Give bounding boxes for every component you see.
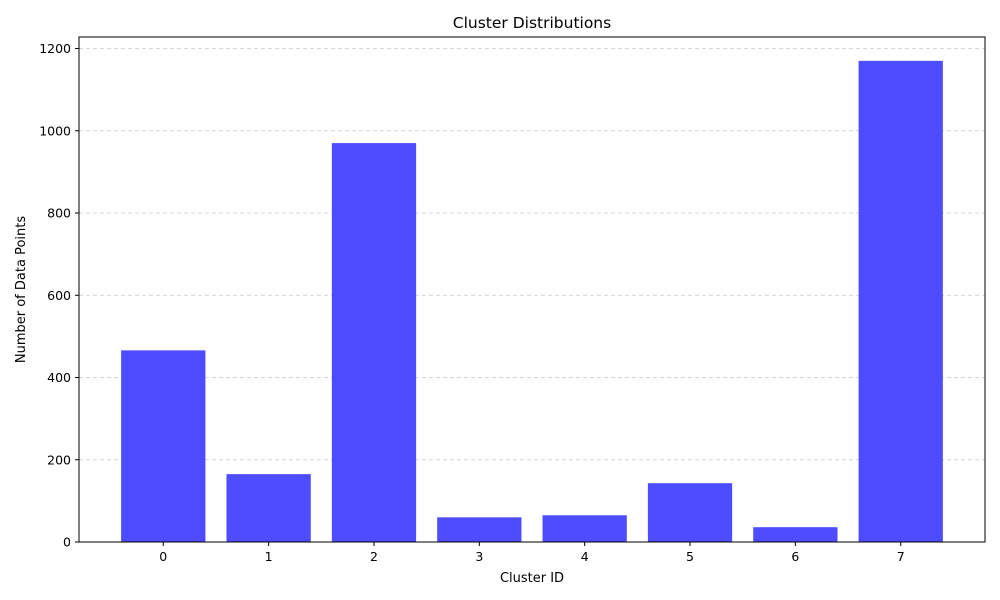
y-tick-label-5: 1000 — [39, 123, 71, 138]
x-tick-label-7: 7 — [897, 549, 905, 564]
y-tick-label-0: 0 — [63, 535, 71, 550]
bar-cluster-4 — [542, 515, 627, 542]
x-tick-label-0: 0 — [159, 549, 167, 564]
x-axis-ticks: 0 1 2 3 4 5 6 7 — [159, 542, 905, 564]
bar-cluster-3 — [437, 517, 522, 542]
y-tick-label-2: 400 — [47, 370, 71, 385]
y-axis-ticks: 0 200 400 600 800 1000 1200 — [39, 41, 79, 550]
bar-cluster-7 — [858, 60, 943, 542]
bars — [121, 60, 943, 542]
y-tick-label-3: 600 — [47, 288, 71, 303]
bar-cluster-0 — [121, 350, 206, 542]
bar-cluster-2 — [331, 143, 417, 542]
y-tick-label-1: 200 — [47, 452, 71, 467]
x-tick-label-5: 5 — [686, 549, 694, 564]
y-tick-label-4: 800 — [47, 206, 71, 221]
y-tick-label-6: 1200 — [39, 41, 71, 56]
x-tick-label-1: 1 — [265, 549, 273, 564]
x-axis-label: Cluster ID — [500, 571, 564, 586]
bar-cluster-5 — [647, 483, 733, 542]
bar-cluster-6 — [753, 527, 838, 542]
x-tick-label-3: 3 — [475, 549, 483, 564]
grid-lines — [79, 48, 985, 461]
bar-cluster-1 — [226, 474, 311, 542]
x-tick-label-4: 4 — [581, 549, 589, 564]
plot-frame — [78, 36, 986, 543]
x-tick-label-2: 2 — [370, 549, 378, 564]
x-tick-label-6: 6 — [791, 549, 799, 564]
chart-title: Cluster Distributions — [453, 14, 611, 32]
y-axis-label: Number of Data Points — [14, 216, 29, 363]
